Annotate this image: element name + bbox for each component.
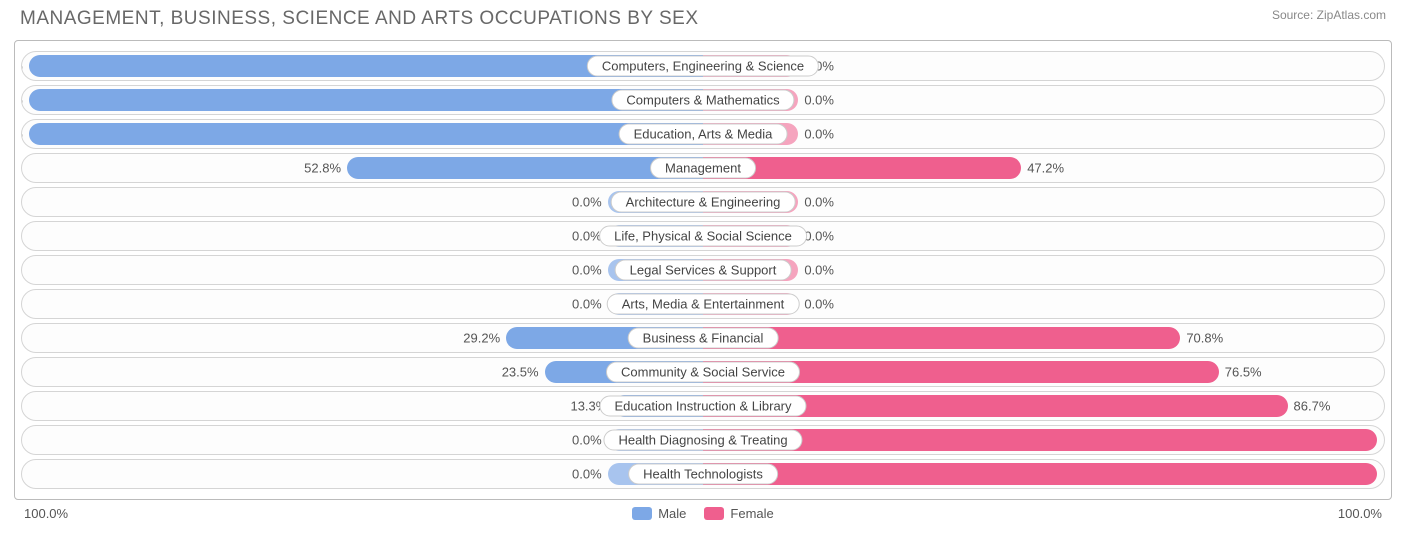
row-label: Management	[650, 158, 756, 179]
chart-row: 0.0% 0.0% Arts, Media & Entertainment	[21, 289, 1385, 319]
male-pct-label: 100.0%	[21, 59, 23, 74]
row-label: Health Technologists	[628, 464, 778, 485]
male-pct-label: 0.0%	[572, 195, 602, 210]
row-label: Health Diagnosing & Treating	[603, 430, 802, 451]
female-pct-label: 0.0%	[804, 195, 834, 210]
chart-footer: 100.0% Male Female 100.0%	[0, 500, 1406, 521]
female-bar	[703, 429, 1377, 451]
chart-row: 13.3%86.7%Education Instruction & Librar…	[21, 391, 1385, 421]
chart-header: MANAGEMENT, BUSINESS, SCIENCE AND ARTS O…	[0, 0, 1406, 34]
row-label: Arts, Media & Entertainment	[607, 294, 800, 315]
row-label: Business & Financial	[628, 328, 779, 349]
male-pct-label: 23.5%	[502, 365, 539, 380]
axis-right-label: 100.0%	[1338, 506, 1382, 521]
female-pct-label: 0.0%	[804, 297, 834, 312]
chart-title: MANAGEMENT, BUSINESS, SCIENCE AND ARTS O…	[20, 8, 699, 30]
female-pct-label: 0.0%	[804, 263, 834, 278]
legend-female-swatch	[704, 507, 724, 520]
chart-row: 100.0% 0.0% Computers & Mathematics	[21, 85, 1385, 115]
chart-row: 23.5% 76.5% Community & Social Service	[21, 357, 1385, 387]
male-pct-label: 52.8%	[304, 161, 341, 176]
chart-row: 0.0% 0.0% Legal Services & Support	[21, 255, 1385, 285]
row-label: Computers & Mathematics	[611, 90, 794, 111]
chart-row: 100.0% 0.0% Education, Arts & Media	[21, 119, 1385, 149]
row-label: Computers, Engineering & Science	[587, 56, 819, 77]
male-pct-label: 0.0%	[572, 263, 602, 278]
legend: Male Female	[632, 506, 774, 521]
legend-male: Male	[632, 506, 686, 521]
chart-row: 0.0% 0.0% Architecture & Engineering	[21, 187, 1385, 217]
male-pct-label: 100.0%	[21, 127, 23, 142]
legend-female: Female	[704, 506, 773, 521]
chart-row: 0.0% 100.0% Health Technologists	[21, 459, 1385, 489]
male-pct-label: 0.0%	[572, 433, 602, 448]
chart-area: 100.0% 0.0% Computers, Engineering & Scien…	[14, 40, 1392, 500]
row-label: Architecture & Engineering	[611, 192, 796, 213]
row-label: Community & Social Service	[606, 362, 800, 383]
legend-male-swatch	[632, 507, 652, 520]
female-pct-label: 100.0%	[1383, 433, 1385, 448]
row-label: Education Instruction & Library	[599, 396, 806, 417]
female-pct-label: 47.2%	[1027, 161, 1064, 176]
female-pct-label: 0.0%	[804, 229, 834, 244]
male-pct-label: 0.0%	[572, 229, 602, 244]
male-bar	[29, 89, 703, 111]
chart-row: 100.0%0.0%Computers, Engineering & Scien…	[21, 51, 1385, 81]
female-pct-label: 100.0%	[1383, 467, 1385, 482]
male-bar	[29, 123, 703, 145]
chart-row: 52.8% 47.2% Management	[21, 153, 1385, 183]
male-pct-label: 29.2%	[463, 331, 500, 346]
male-pct-label: 0.0%	[572, 467, 602, 482]
row-label: Legal Services & Support	[615, 260, 792, 281]
row-label: Life, Physical & Social Science	[599, 226, 807, 247]
chart-row: 0.0% 100.0% Health Diagnosing & Treating	[21, 425, 1385, 455]
female-pct-label: 70.8%	[1186, 331, 1223, 346]
legend-male-label: Male	[658, 506, 686, 521]
chart-row: 29.2% 70.8% Business & Financial	[21, 323, 1385, 353]
female-pct-label: 0.0%	[804, 127, 834, 142]
legend-female-label: Female	[730, 506, 773, 521]
female-pct-label: 0.0%	[804, 93, 834, 108]
axis-left-label: 100.0%	[24, 506, 68, 521]
row-label: Education, Arts & Media	[619, 124, 788, 145]
chart-source: Source: ZipAtlas.com	[1272, 8, 1386, 22]
male-pct-label: 100.0%	[21, 93, 23, 108]
female-pct-label: 86.7%	[1294, 399, 1331, 414]
chart-row: 0.0% 0.0%Life, Physical & Social Science	[21, 221, 1385, 251]
male-pct-label: 0.0%	[572, 297, 602, 312]
female-bar	[703, 463, 1377, 485]
female-pct-label: 76.5%	[1225, 365, 1262, 380]
